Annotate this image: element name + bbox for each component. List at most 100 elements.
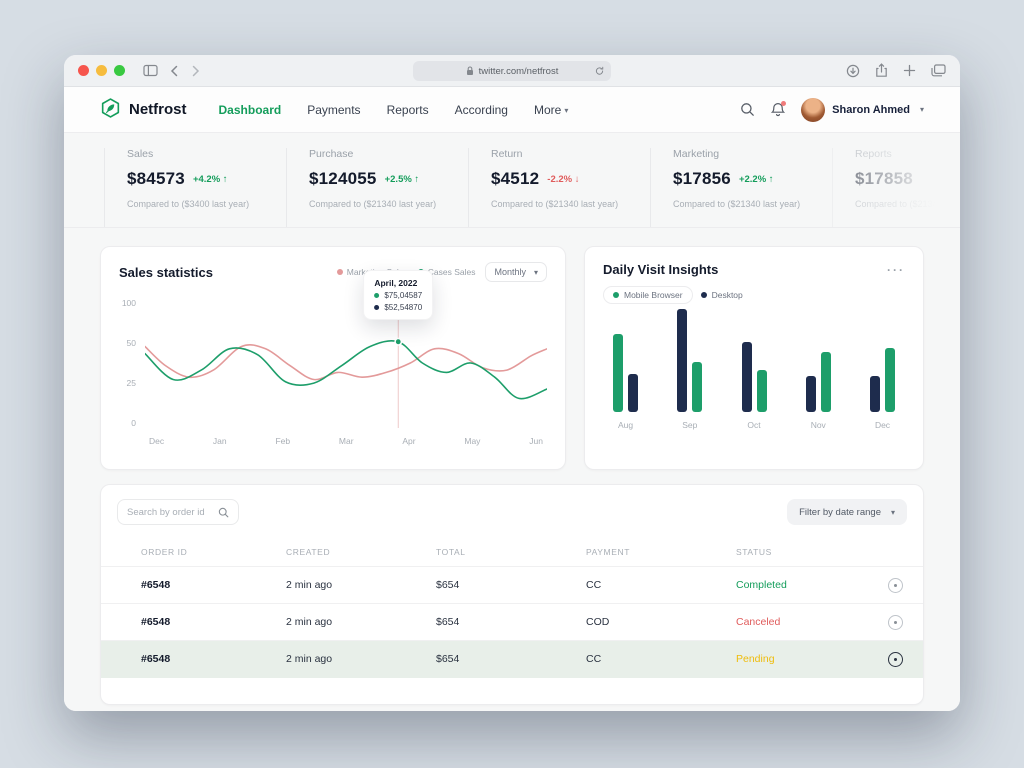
column-header: PAYMENT [586,546,631,557]
x-tick-label: Feb [275,436,291,446]
stat-value: $124055 [309,169,377,188]
stat-compare: Compared to ($21340 last year) [673,199,801,209]
cell-created: 2 min ago [286,579,333,591]
close-window-button[interactable] [78,65,89,76]
row-details-icon[interactable] [888,614,903,630]
tab-overview-icon[interactable] [931,64,946,77]
cell-payment: COD [586,616,610,628]
column-header: ORDER ID [141,546,188,557]
lock-icon [466,66,474,76]
sales-line-svg [145,302,547,428]
bar-mobile [756,370,767,412]
row-details-icon[interactable] [888,651,903,667]
bar-mobile [613,334,623,412]
x-tick-label: May [464,436,481,446]
cell-status: Pending [736,653,775,665]
filter-by-date-button[interactable]: Filter by date range ▾ [787,499,907,525]
legend-item: Mobile Browser [603,286,693,304]
cell-order-id: #6548 [141,616,171,628]
cell-status: Completed [736,579,787,591]
forward-icon[interactable] [191,65,200,77]
bar-mobile [692,362,703,412]
stat-compare: Compared to ($21340 last year) [309,199,437,209]
bar-desktop [677,309,688,412]
bar-category-label: Oct [747,420,761,430]
cell-created: 2 min ago [286,616,333,628]
downloads-icon[interactable] [846,64,860,78]
bar-category-label: Nov [810,420,826,430]
legend-dot [374,305,380,310]
x-tick-label: Jun [529,436,543,446]
share-icon[interactable] [875,63,888,78]
table-row[interactable]: #6548 2 min ago $654 CC Completed [101,567,923,604]
stat-card: Return $4512 -2.2% ↓ Compared to ($21340… [468,148,650,227]
stat-compare: Compared to ($3400 last year) [127,199,250,209]
stat-label: Marketing [673,148,720,160]
more-options-icon[interactable]: ··· [887,262,905,277]
stat-compare: Compared to ($21340 last year) [855,199,960,209]
tooltip-row: $75,04587 [374,291,422,300]
x-tick-label: Apr [402,436,416,446]
zoom-window-button[interactable] [114,65,125,76]
chevron-down-icon: ▾ [533,267,538,277]
back-icon[interactable] [170,65,179,77]
minimize-window-button[interactable] [96,65,107,76]
legend-dot [336,269,343,275]
stat-card: Marketing $17856 +2.2% ↑ Compared to ($2… [650,148,832,227]
order-search-field[interactable] [117,499,239,525]
stat-label: Sales [127,148,154,160]
stat-value: $17858 [855,169,913,188]
nav-item-according[interactable]: According [454,102,508,117]
stat-delta: +2.5% ↑ [384,173,420,185]
user-menu[interactable]: Sharon Ahmed ▾ [801,97,924,122]
nav-item-dashboard[interactable]: Dashboard [218,102,282,117]
notifications-button[interactable] [771,101,787,117]
stat-label: Purchase [309,148,354,160]
netfrost-logo-icon [100,97,121,123]
search-icon[interactable] [740,102,755,117]
legend-dot [613,292,619,298]
cell-status: Canceled [736,616,781,628]
chevron-down-icon: ▾ [564,105,569,115]
legend-dot [374,293,380,298]
bar-category-label: Sep [682,420,698,430]
stat-card: Sales $84573 +4.2% ↑ Compared to ($3400 … [104,148,286,227]
new-tab-icon[interactable] [903,64,916,77]
x-axis-labels: Dec Jan Feb Mar Apr May Jun [149,436,543,446]
cell-payment: CC [586,653,602,665]
tooltip-rows: $75,04587 $52,54870 [374,291,422,312]
search-icon [218,507,229,518]
column-header: TOTAL [436,546,466,557]
cell-created: 2 min ago [286,653,333,665]
chevron-down-icon: ▾ [890,507,895,517]
bar-category-label: Dec [874,420,891,430]
order-search-input[interactable] [127,506,212,518]
y-tick-label: 50 [126,338,136,348]
sidebar-toggle-icon[interactable] [143,64,158,77]
nav-item-payments[interactable]: Payments [307,102,361,117]
stat-delta: +4.2% ↑ [192,173,228,185]
daily-visits-title: Daily Visit Insights [603,262,719,277]
site-header: Netfrost Dashboard Payments Reports Accordi… [64,87,960,133]
brand[interactable]: Netfrost [100,97,187,123]
chart-tooltip: April, 2022 $75,04587 $52,54870 [363,270,434,320]
tooltip-title: April, 2022 [374,278,418,288]
bar-mobile [820,352,831,412]
column-header: CREATED [286,546,331,557]
x-tick-label: Mar [338,436,354,446]
table-row[interactable]: #6548 2 min ago $654 COD Canceled [101,604,923,641]
sales-statistics-card: Sales statistics Marketing SalesCases Sa… [100,246,566,470]
stat-compare: Compared to ($21340 last year) [491,199,619,209]
row-details-icon[interactable] [888,577,903,593]
bar-desktop [805,376,816,412]
y-tick-label: 100 [121,298,136,308]
legend-item: Desktop [700,286,743,304]
table-row[interactable]: #6548 2 min ago $654 CC Pending [101,641,923,678]
period-select[interactable]: Monthly ▾ [485,262,547,282]
nav-item-reports[interactable]: Reports [386,102,429,117]
address-bar[interactable]: twitter.com/netfrost [413,61,611,81]
window-controls [78,65,125,76]
reload-icon[interactable] [595,66,604,76]
nav-item-more[interactable]: More ▾ [533,102,569,117]
sales-statistics-title: Sales statistics [119,264,213,280]
